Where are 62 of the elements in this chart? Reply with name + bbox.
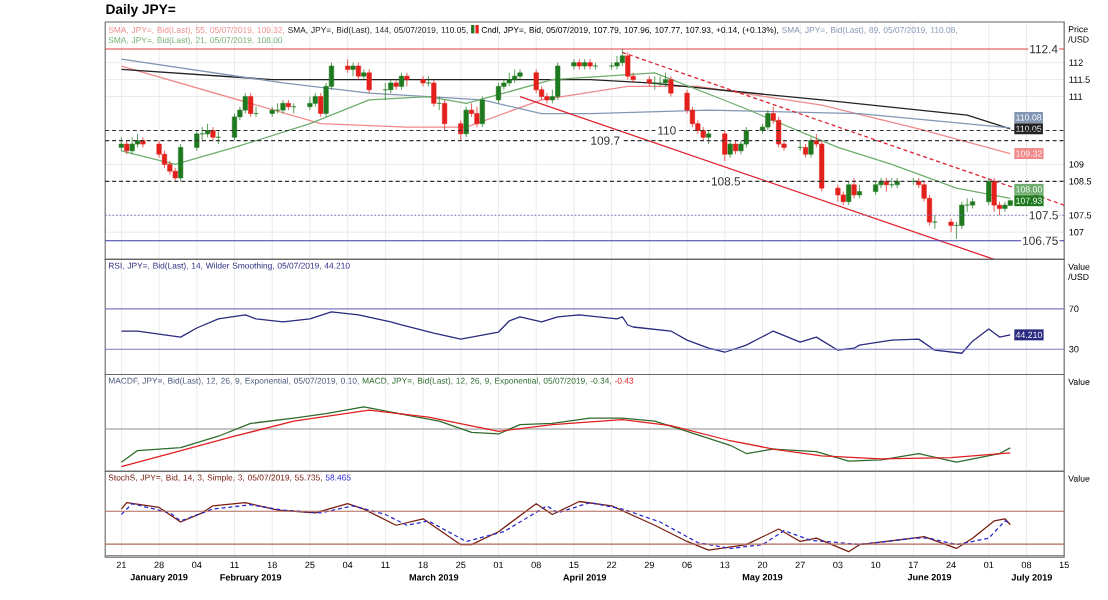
candlestick bbox=[495, 83, 502, 105]
candlestick bbox=[571, 59, 577, 71]
candlestick bbox=[819, 140, 825, 193]
candlestick bbox=[657, 76, 663, 88]
candlestick bbox=[765, 110, 771, 132]
candlestick bbox=[431, 79, 437, 108]
candlestick bbox=[986, 178, 992, 206]
candlestick bbox=[614, 55, 620, 71]
candlestick bbox=[307, 96, 313, 111]
candlestick bbox=[420, 76, 426, 88]
candlestick bbox=[533, 69, 539, 94]
candlestick bbox=[248, 93, 254, 118]
candlestick bbox=[743, 127, 749, 149]
line-series bbox=[120, 69, 1011, 130]
candlestick bbox=[474, 106, 480, 128]
candlestick bbox=[194, 130, 200, 152]
candlestick bbox=[129, 137, 135, 156]
candlestick bbox=[442, 100, 448, 132]
candlestick bbox=[404, 72, 410, 88]
candlestick bbox=[242, 93, 248, 115]
line-series bbox=[120, 311, 1011, 355]
line-series bbox=[120, 59, 1011, 129]
candlestick bbox=[318, 93, 324, 118]
candlestick bbox=[199, 127, 205, 142]
candlestick bbox=[932, 215, 938, 230]
candlestick bbox=[280, 100, 286, 115]
candlestick bbox=[231, 113, 238, 142]
candlestick bbox=[210, 127, 216, 142]
candlestick bbox=[350, 62, 356, 77]
candlestick bbox=[835, 184, 841, 203]
line-series bbox=[120, 72, 1011, 200]
candlestick bbox=[215, 130, 221, 145]
candlestick bbox=[587, 59, 593, 71]
candlestick bbox=[668, 76, 674, 98]
candlestick bbox=[140, 137, 146, 149]
candlestick bbox=[808, 137, 814, 159]
candlestick bbox=[382, 83, 388, 101]
candlestick bbox=[706, 130, 712, 145]
candlestick bbox=[393, 79, 399, 91]
candlestick bbox=[625, 52, 631, 81]
candlestick bbox=[458, 120, 464, 142]
candlestick bbox=[555, 62, 561, 101]
candlestick bbox=[291, 103, 297, 115]
candlestick bbox=[425, 76, 431, 88]
candlestick bbox=[345, 59, 351, 74]
candlestick bbox=[275, 103, 281, 115]
candlestick bbox=[517, 69, 523, 81]
candlestick bbox=[851, 178, 857, 200]
candlestick bbox=[948, 218, 954, 234]
candlestick bbox=[1002, 201, 1008, 213]
candlestick bbox=[883, 178, 889, 193]
candlestick bbox=[512, 69, 518, 84]
candlestick bbox=[652, 76, 658, 91]
line-series bbox=[120, 65, 1011, 155]
candlestick bbox=[991, 178, 997, 213]
candlestick bbox=[178, 144, 184, 183]
candlestick bbox=[846, 181, 852, 206]
candlestick bbox=[722, 130, 728, 162]
candlestick bbox=[479, 96, 485, 128]
candlestick bbox=[366, 69, 372, 94]
candlestick bbox=[463, 106, 469, 139]
candlestick bbox=[544, 93, 550, 105]
